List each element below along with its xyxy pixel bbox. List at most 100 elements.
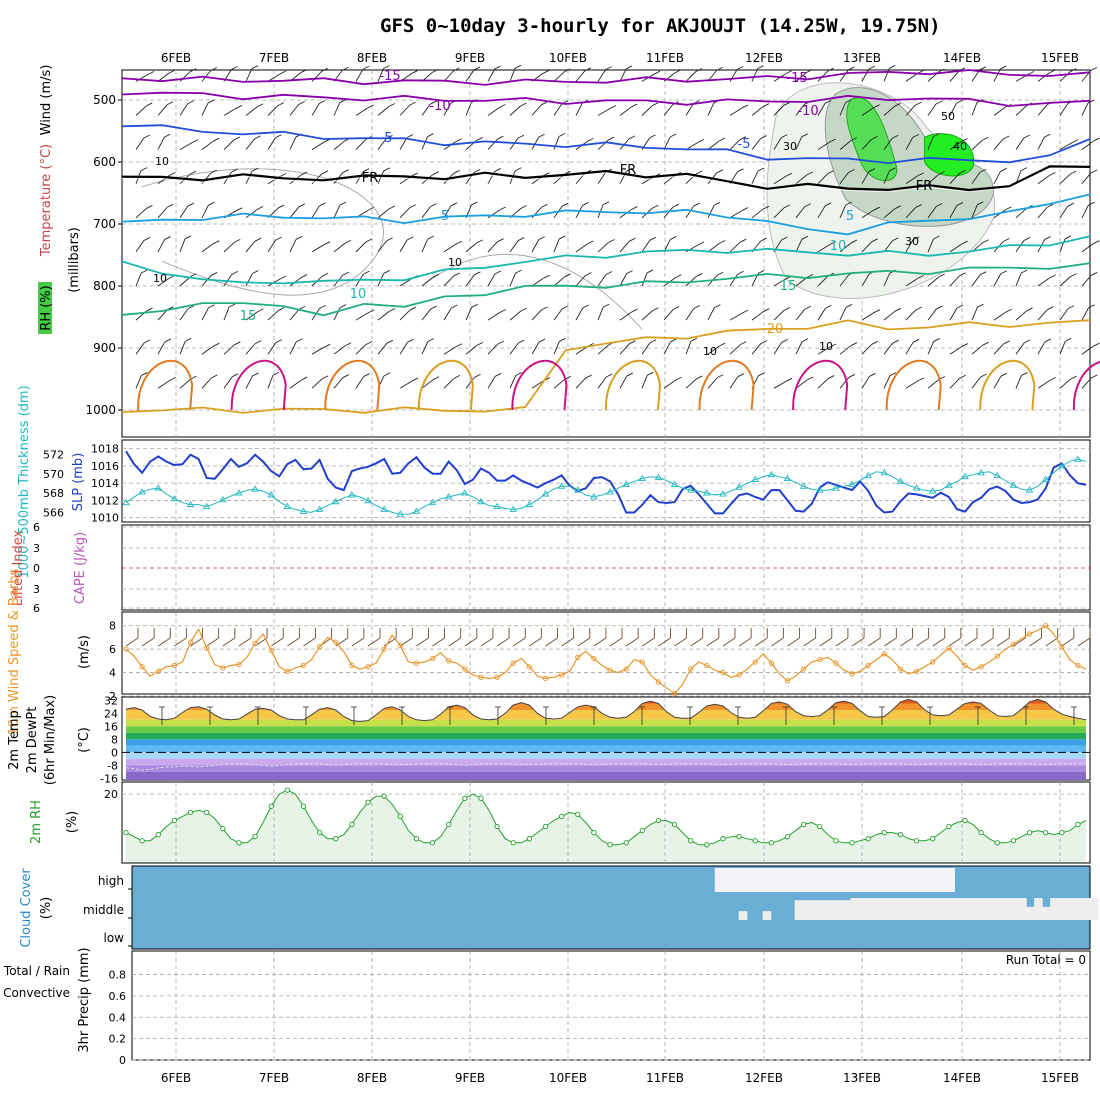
wind-barb: [597, 344, 609, 355]
wind-barb-flag: [169, 377, 176, 381]
wind-barb: [509, 375, 517, 389]
wind-barb-flag: [558, 133, 566, 137]
rh2m-point: [381, 793, 387, 799]
wind-barb-flag: [1049, 274, 1056, 279]
wind-barb: [1059, 142, 1073, 150]
wind-barb: [993, 273, 1002, 287]
wind-barb-flag: [605, 271, 613, 275]
wind-barb-flag: [690, 337, 698, 342]
wind-barb-flag: [453, 272, 460, 277]
slp-tick-label: 1012: [91, 494, 119, 507]
wind-barb: [135, 105, 147, 116]
wind-barb-flag: [757, 167, 765, 172]
wind-barb-flag: [936, 305, 943, 310]
wind-barb: [333, 242, 346, 253]
wind-barb-flag: [342, 271, 350, 276]
wind-barb: [509, 342, 519, 355]
wind-barb-flag: [894, 205, 901, 210]
top-date-label: 11FEB: [646, 51, 684, 65]
wind-barb-flag: [713, 201, 721, 206]
wind-barb-flag: [741, 207, 749, 211]
wind-barb: [531, 380, 544, 389]
wind-barb: [311, 141, 325, 150]
wind-barb: [817, 244, 831, 253]
wind-barb: [905, 309, 917, 321]
thickness-point: [493, 502, 501, 510]
slp-thickness-panel: 1010 1012 1014 1016 1018 566 568 570 572: [43, 439, 1091, 525]
top-date-label: 7FEB: [259, 51, 289, 65]
stability-tick-label: 6: [33, 521, 40, 534]
cloud-high-cell: [914, 868, 923, 892]
wind-barb-flag: [801, 235, 809, 240]
cloud-mid-cell: [946, 898, 955, 920]
wind-barb-flag: [455, 343, 463, 348]
wind-barb: [333, 307, 341, 321]
cloud-mid-cell: [1034, 898, 1043, 920]
rh2m-point: [220, 825, 226, 832]
wind10m-barb: [851, 637, 865, 647]
wind-barb-flag: [894, 102, 901, 107]
wind-barb-flag: [783, 102, 790, 106]
wind-barb: [421, 308, 431, 321]
wind10m-point: [768, 660, 775, 666]
wind-barb: [487, 376, 496, 389]
wind-barb-flag: [476, 341, 484, 346]
wind-barb: [443, 378, 455, 389]
wind-barb: [751, 138, 761, 150]
warm-contour: [1072, 360, 1100, 411]
wind-barb-flag: [917, 377, 925, 382]
cloud-high-cell: [938, 868, 947, 892]
wind-barb-flag: [342, 66, 349, 71]
wind-barb: [817, 275, 829, 287]
thickness-point: [364, 496, 372, 504]
wind-barb-flag: [912, 236, 920, 241]
wind-barb-flag: [210, 169, 218, 174]
wind-barb: [839, 377, 850, 389]
wind-barb-flag: [739, 238, 747, 243]
wind-barb-flag: [603, 303, 610, 308]
rh2m-point: [397, 813, 403, 820]
wind-barb-flag: [697, 241, 705, 246]
wind-barb-flag: [322, 375, 329, 380]
wind-barb-flag: [453, 170, 460, 174]
pressure-tick-label: 1000: [85, 403, 116, 417]
thickness-point: [815, 486, 824, 493]
wind-barb-flag: [514, 64, 522, 69]
wind-barb-flag: [300, 274, 308, 278]
thickness-point: [348, 491, 356, 498]
wind-barb: [905, 175, 918, 185]
wind10m-barb: [174, 637, 187, 647]
precip-tick-label: 0.6: [109, 990, 127, 1003]
rh2m-point: [171, 817, 178, 824]
rh2m-point: [155, 832, 161, 838]
wind-barb-flag: [848, 374, 856, 378]
wind-barb: [311, 346, 325, 355]
warm-contour: [230, 359, 287, 411]
wind-tick-label: 4: [109, 667, 116, 680]
wind-barb: [729, 376, 739, 389]
wind-barb-flag: [631, 308, 638, 313]
wind-barb-flag: [339, 99, 346, 104]
wind-barb: [773, 175, 787, 185]
rh2m-point: [187, 809, 194, 816]
wind10m-barb: [980, 637, 994, 647]
wind-barb: [157, 309, 168, 321]
vertical-axis-label: Temperature (°C): [39, 144, 54, 257]
slp-tick-label: 1010: [91, 512, 119, 525]
wind-barb: [421, 136, 428, 150]
wind-barb: [1081, 345, 1094, 355]
wind-barb-flag: [562, 305, 569, 310]
wind-barb-flag: [319, 202, 326, 207]
wind10m-barb: [900, 637, 913, 647]
wind10m-point: [1059, 644, 1065, 650]
rh2m-point: [607, 842, 613, 848]
cloud-high-cell: [946, 868, 955, 892]
wind-barb: [355, 344, 367, 355]
wind-barb: [883, 68, 890, 82]
rh2m-point: [204, 809, 210, 816]
rh2m-point: [365, 799, 371, 805]
precip-tick-label: 0.8: [109, 969, 127, 982]
temp-contour-label: -5: [380, 131, 393, 146]
rh2m-point: [833, 838, 839, 844]
wind-barb-flag: [829, 138, 836, 143]
